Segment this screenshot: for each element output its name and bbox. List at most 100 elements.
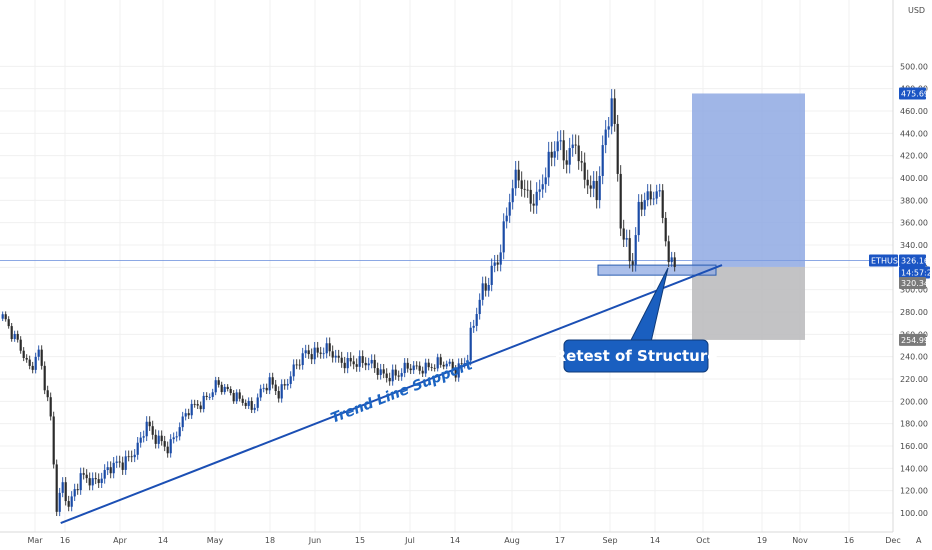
candle: [571, 134, 574, 157]
candle: [259, 384, 262, 401]
candle: [649, 184, 652, 206]
candle: [385, 368, 388, 383]
candle: [640, 194, 643, 217]
candle: [541, 174, 544, 198]
price-tick-label: 400.00: [900, 174, 928, 183]
candle: [457, 358, 460, 382]
candle: [76, 483, 79, 495]
price-tick-label: 120.00: [900, 487, 928, 496]
candle: [586, 169, 589, 195]
candle: [295, 359, 298, 370]
candle: [664, 211, 667, 247]
trend-line: [60, 264, 723, 524]
candle: [157, 430, 160, 449]
candle: [232, 390, 235, 404]
candle: [547, 141, 550, 186]
candle: [496, 254, 499, 272]
candle: [424, 358, 427, 377]
candle: [172, 432, 175, 444]
candle: [25, 354, 28, 363]
svg-text:254.99: 254.99: [901, 336, 929, 345]
candle: [346, 352, 349, 374]
candle: [526, 180, 529, 198]
price-axis[interactable]: USD 500.00480.00460.00440.00420.00400.00…: [869, 0, 932, 532]
candle: [355, 358, 358, 372]
candle: [481, 276, 484, 306]
candle: [352, 355, 355, 370]
candle: [400, 368, 403, 381]
candle: [244, 399, 247, 409]
candle: [196, 400, 199, 410]
candle: [43, 361, 46, 395]
candle: [49, 392, 52, 421]
candle: [613, 89, 616, 132]
candle: [286, 378, 289, 390]
candle: [307, 344, 310, 359]
candle: [445, 360, 448, 370]
candle: [118, 455, 121, 468]
candle: [394, 364, 397, 380]
candle: [403, 358, 406, 378]
candle: [436, 353, 439, 372]
candle: [151, 420, 154, 440]
entry-price-tag: 320.34: [899, 276, 929, 289]
candle: [364, 357, 367, 371]
time-tick-label: Nov: [792, 536, 808, 545]
price-tick-label: 240.00: [900, 353, 928, 362]
price-tick-label: 200.00: [900, 397, 928, 406]
candle: [622, 219, 625, 248]
candle: [442, 361, 445, 370]
candle: [40, 345, 43, 370]
candle: [574, 134, 577, 155]
time-tick-label: Oct: [696, 536, 710, 545]
candle: [187, 408, 190, 420]
candle: [229, 386, 232, 396]
candle: [103, 464, 106, 484]
candle: [673, 252, 676, 272]
candle: [601, 135, 604, 185]
candle: [502, 213, 505, 260]
candle: [409, 364, 412, 375]
candle: [415, 361, 418, 370]
price-tick-label: 220.00: [900, 375, 928, 384]
candle: [73, 483, 76, 502]
candle: [592, 171, 595, 198]
time-tick-label: 16: [844, 536, 854, 545]
time-axis[interactable]: Mar 16 Apr 14 May 18 Jun 15 Jul 14 Aug 17 Sep 14 Oct 19…: [0, 531, 932, 550]
candle: [634, 227, 637, 272]
callout-box: [563, 339, 709, 373]
candle: [190, 399, 193, 419]
price-tick-label: 380.00: [900, 196, 928, 205]
stop-zone: [692, 266, 805, 340]
candle: [610, 89, 613, 135]
candle: [112, 456, 115, 479]
candle: [154, 429, 157, 449]
candle: [121, 456, 124, 475]
candle: [517, 160, 520, 189]
callout-label: Retest of Structure: [555, 347, 718, 365]
svg-text:ETHUSD: ETHUSD: [871, 256, 904, 265]
candle: [628, 229, 631, 269]
time-tick-label: 16: [60, 536, 70, 545]
candle: [595, 171, 598, 209]
candle: [466, 354, 469, 368]
support-zone: [597, 264, 717, 276]
candle: [475, 307, 478, 332]
price-tick-label: 280.00: [900, 308, 928, 317]
time-tick-label: 18: [265, 536, 275, 545]
candle: [550, 141, 553, 167]
svg-text:320.34: 320.34: [901, 279, 929, 288]
candle: [214, 376, 217, 396]
candle: [493, 254, 496, 273]
candle: [616, 114, 619, 182]
candle: [589, 175, 592, 198]
candle: [580, 151, 583, 172]
price-tick-label: 340.00: [900, 241, 928, 250]
time-tick-label: 15: [355, 536, 365, 545]
candle: [160, 430, 163, 446]
candle: [100, 472, 103, 488]
axis-mode-button[interactable]: A: [916, 536, 922, 545]
candle: [211, 388, 214, 400]
candle: [313, 342, 316, 365]
